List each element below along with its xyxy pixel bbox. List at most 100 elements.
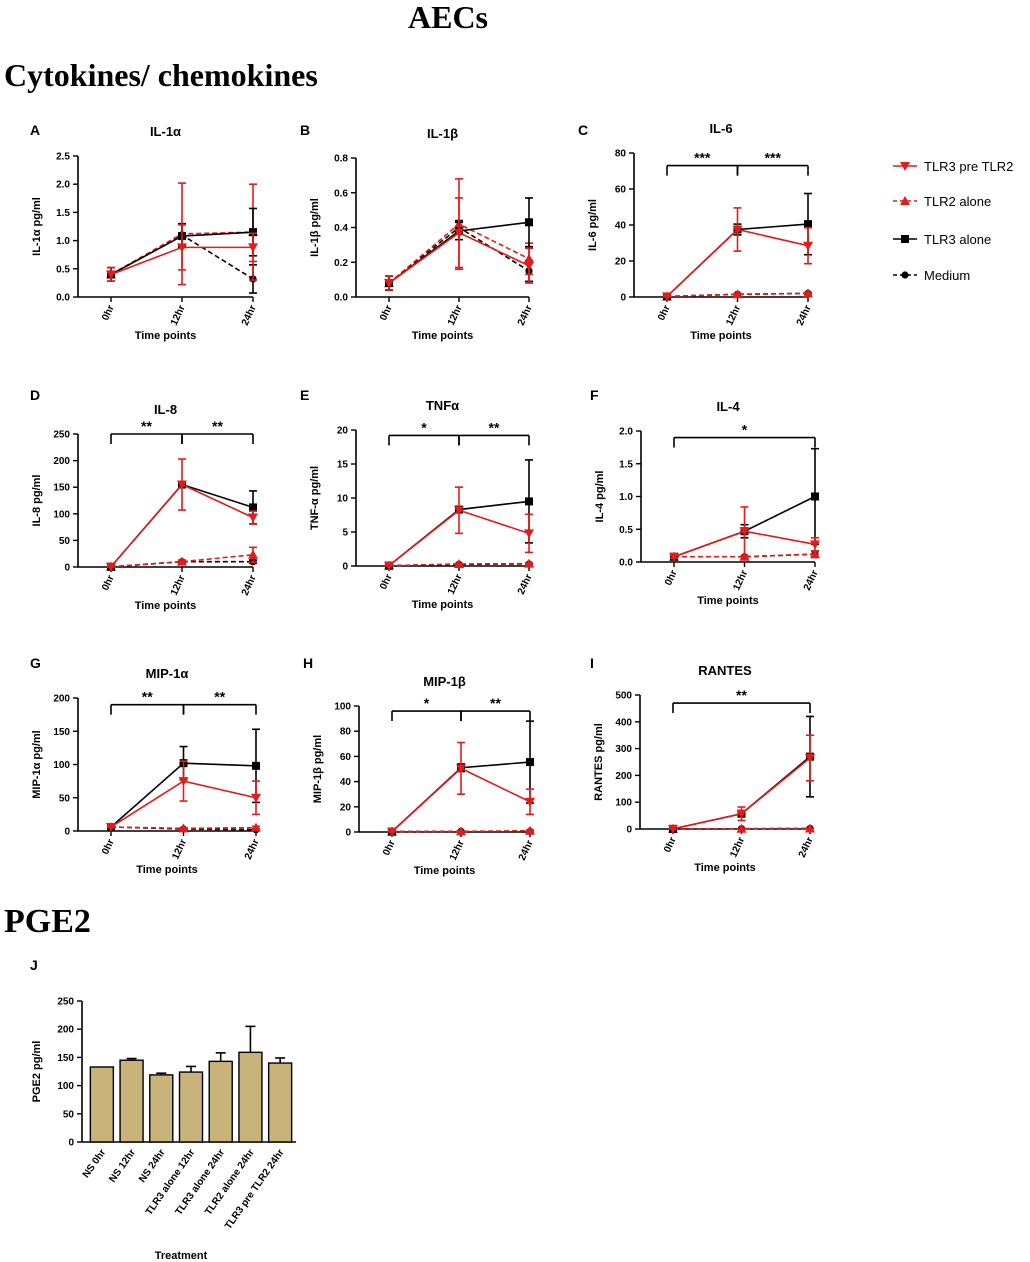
x-axis-label: Time points — [135, 330, 197, 342]
data-point — [387, 827, 397, 837]
panel-letter: C — [578, 122, 588, 138]
panel-title: IL-1β — [427, 126, 458, 141]
y-tick-label: 0.4 — [334, 223, 348, 234]
y-tick-label: 2.0 — [56, 180, 70, 191]
data-point — [384, 279, 394, 289]
y-tick-label: 200 — [53, 456, 70, 467]
significance-label: * — [421, 419, 427, 435]
legend: TLR3 pre TLR2 TLR2 alone TLR3 alone Medium — [893, 159, 1013, 283]
series-tlr2alone — [387, 825, 535, 836]
bar — [238, 1051, 263, 1143]
panel-letter: I — [590, 655, 594, 671]
data-point — [732, 289, 743, 299]
significance-bracket: *** — [736, 150, 809, 176]
series-tlr3preTlr2 — [384, 486, 534, 571]
x-tick-label: 0hr — [100, 574, 117, 593]
y-tick-label: 0 — [626, 825, 632, 836]
data-point — [732, 225, 743, 235]
data-point — [810, 540, 820, 550]
series-tlr3preTlr2 — [662, 207, 813, 302]
data-point — [803, 241, 813, 251]
x-tick-label: 24hr — [516, 304, 535, 328]
significance-label: ** — [214, 689, 225, 705]
x-tick-label: 12hr — [448, 839, 467, 863]
data-point — [669, 552, 679, 562]
legend-label: TLR2 alone — [924, 194, 991, 209]
x-tick-label: 24hr — [240, 574, 259, 598]
y-tick-label: 200 — [57, 1025, 74, 1036]
significance-bracket: ** — [181, 418, 254, 444]
data-point — [805, 753, 815, 763]
data-point — [810, 549, 820, 559]
x-tick-label: 24hr — [516, 573, 535, 597]
y-axis-label: IL-8 pg/ml — [31, 475, 43, 527]
x-tick-label: NS 0hr — [81, 1147, 109, 1180]
significance-bracket: *** — [666, 150, 739, 176]
series-tlr3preTlr2 — [668, 734, 815, 834]
x-axis-label: Time points — [690, 330, 752, 342]
legend-item-tlr3preTlr2: TLR3 pre TLR2 — [893, 159, 1013, 174]
data-point — [252, 761, 260, 770]
y-tick-label: 60 — [615, 185, 627, 196]
x-tick-label: 12hr — [446, 573, 465, 597]
panels: A 0.0 0.5 1.0 1.5 2.0 2.5 IL-1α pg/ml IL-1α 0hr 12… — [30, 121, 821, 1262]
x-tick-label: 12hr — [731, 569, 750, 593]
panel-F: F 0.0 0.5 1.0 1.5 2.0 IL-4 pg/ml IL-4 0hr 12hr 24h… — [590, 387, 821, 607]
significance-label: ** — [490, 695, 501, 711]
y-tick-label: 150 — [53, 483, 70, 494]
significance-label: *** — [694, 150, 711, 166]
x-axis-label: Time points — [135, 600, 197, 612]
data-point — [384, 561, 394, 571]
y-tick-label: 0 — [342, 562, 348, 573]
significance-bracket: * — [673, 422, 816, 448]
x-tick-label: TLR3 pre TLR2 24hr — [223, 1147, 287, 1231]
y-tick-label: 10 — [337, 494, 349, 505]
x-tick-label: 0hr — [663, 569, 680, 588]
panel-I: I 0 100 200 300 400 500 RANTES pg/ml RANTES 0hr 12… — [590, 655, 816, 874]
y-tick-label: 50 — [59, 536, 71, 547]
bar — [89, 1066, 115, 1143]
section-title-pge2: PGE2 — [4, 903, 91, 940]
legend-marker — [900, 162, 910, 171]
significance-label: ** — [489, 419, 500, 435]
series-tlr3preTlr2 — [669, 506, 820, 562]
y-tick-label: 5 — [342, 528, 348, 539]
data-point — [248, 243, 258, 253]
y-axis-label: PGE2 pg/ml — [31, 1041, 43, 1103]
data-point — [811, 492, 819, 501]
significance-bracket: ** — [182, 689, 257, 715]
series-line — [391, 829, 531, 833]
panel-C: C 0 20 40 60 80 IL-6 pg/ml IL-6 0hr 12hr 24hr Time … — [578, 121, 814, 342]
significance-bracket: ** — [110, 418, 183, 444]
series-tlr2alone — [384, 558, 534, 570]
data-point — [524, 529, 534, 539]
x-tick-label: 24hr — [797, 836, 816, 860]
figure-title: AECs — [408, 0, 488, 35]
y-tick-label: 20 — [615, 257, 627, 268]
panel-letter: E — [300, 387, 309, 403]
data-point — [178, 823, 189, 833]
data-point — [177, 480, 187, 490]
x-tick-label: 12hr — [724, 304, 743, 328]
y-tick-label: 0.0 — [619, 558, 633, 569]
x-tick-label: 12hr — [169, 574, 188, 598]
x-axis-label: Time points — [412, 330, 474, 342]
y-tick-label: 0 — [620, 293, 626, 304]
bar — [119, 1059, 144, 1143]
y-axis-label: IL-6 pg/ml — [587, 199, 599, 251]
series-tlr3preTlr2 — [106, 760, 261, 833]
y-tick-label: 20 — [337, 426, 349, 437]
legend-marker — [901, 235, 909, 243]
significance-label: * — [424, 695, 430, 711]
y-tick-label: 200 — [615, 771, 632, 782]
y-tick-label: 0.6 — [334, 188, 348, 199]
significance-label: * — [742, 422, 748, 438]
y-tick-label: 0.0 — [334, 293, 348, 304]
legend-label: TLR3 pre TLR2 — [924, 159, 1013, 174]
x-tick-label: 12hr — [169, 304, 188, 328]
legend-item-tlr3alone: TLR3 alone — [893, 232, 991, 247]
panel-letter: B — [300, 122, 310, 138]
significance-bracket: ** — [458, 419, 530, 446]
y-tick-label: 0 — [64, 563, 70, 574]
data-point — [454, 558, 464, 568]
